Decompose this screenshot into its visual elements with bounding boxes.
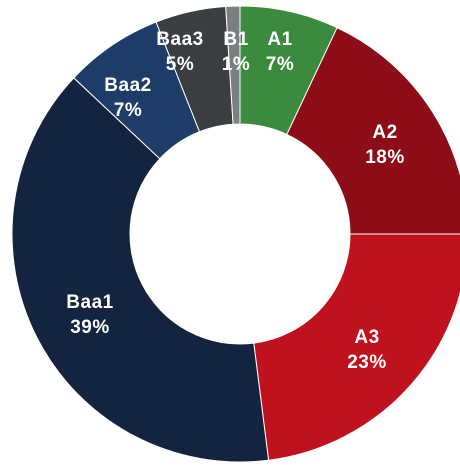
donut-slice [286,27,460,235]
slice-value-label: 39% [70,317,110,338]
slice-value-label: 18% [365,147,405,168]
slice-label: A3 [354,327,379,348]
slice-label: B1 [223,29,248,50]
donut-slice [225,5,241,125]
slice-label: A2 [372,122,397,143]
donut-slice [253,233,460,461]
slice-value-label: 7% [114,100,142,121]
slice-value-label: 1% [222,54,250,75]
slice-value-label: 23% [347,352,387,373]
slice-label: Baa3 [156,29,203,50]
slice-value-label: 7% [266,54,294,75]
slice-value-label: 5% [166,54,194,75]
donut-slice [11,77,270,463]
slice-label: Baa1 [66,292,113,313]
slice-label: A1 [267,29,292,50]
slice-label: Baa2 [104,75,151,96]
